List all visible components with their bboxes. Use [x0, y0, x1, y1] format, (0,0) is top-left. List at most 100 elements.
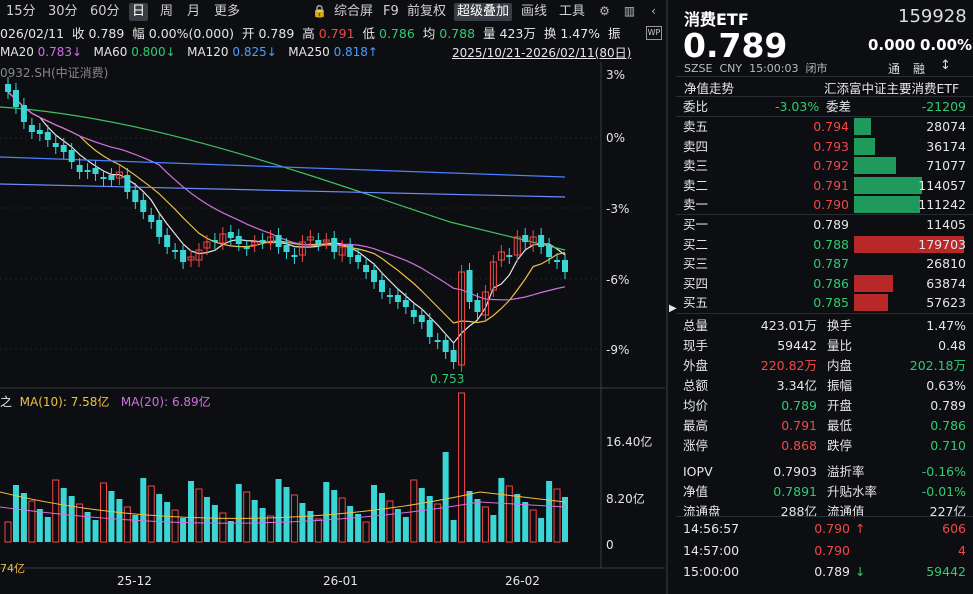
period-more[interactable]: 更多: [214, 4, 241, 19]
buy-level-2-price: 0.788: [813, 236, 849, 252]
tools-button[interactable]: 工具: [559, 4, 586, 19]
ma120-line: [0, 156, 566, 178]
candle-body: [538, 235, 545, 247]
tick-time: 15:00:00: [683, 564, 740, 579]
chevron-left-icon[interactable]: ‹: [651, 4, 656, 18]
candle-body: [466, 270, 473, 302]
buy-level-3-row[interactable]: 买三 0.787 26810: [683, 254, 968, 273]
amp-value: 0.00%(0.000): [148, 26, 235, 41]
sell-level-1-row[interactable]: 卖一 0.790 111242: [683, 195, 968, 214]
tick-volume: 59442: [926, 564, 966, 579]
sell-level-2-row[interactable]: 卖二 0.791 114057: [683, 176, 968, 195]
volume-bar: [123, 506, 131, 543]
buy-level-1-volume: 11405: [926, 217, 966, 232]
vol-ma20-line: [0, 501, 566, 524]
collapse-arrow-icon[interactable]: ▶: [669, 303, 677, 314]
x-tick-feb: 26-02: [505, 574, 540, 588]
amp-label: 幅: [132, 26, 145, 41]
candle-body: [347, 245, 354, 257]
candle-body: [529, 236, 537, 246]
buy-level-1-row[interactable]: 买一 0.789 11405: [683, 215, 968, 234]
stat-value: 0.710: [930, 438, 966, 453]
buy-level-5-volume-bar: [854, 294, 889, 311]
volume-bar: [227, 521, 234, 542]
period-week[interactable]: 周: [160, 4, 174, 19]
candle-body: [156, 220, 163, 237]
forward-adjust-button[interactable]: 前复权: [407, 4, 447, 19]
period-month[interactable]: 月: [187, 4, 201, 19]
expand-icon[interactable]: ↕: [940, 58, 951, 73]
sep-1: [676, 76, 973, 77]
gear-icon[interactable]: ⚙: [599, 4, 610, 18]
sep-5: [676, 313, 973, 314]
vol-axis-top: 16.40亿: [606, 435, 653, 449]
stat-row: 均价 0.789 开盘 0.789: [683, 396, 968, 415]
volume-bar: [498, 478, 505, 542]
f9-button[interactable]: F9: [383, 4, 399, 19]
layout-icon[interactable]: ▥: [623, 4, 636, 18]
period-60m[interactable]: 60分: [90, 4, 120, 19]
buy-level-2-row[interactable]: 买二 0.788 179703: [683, 235, 968, 254]
volume-bar: [450, 520, 457, 542]
close-value: 0.789: [88, 26, 125, 41]
sell-level-3-volume-bar: [854, 157, 896, 174]
candle-body: [522, 235, 529, 242]
buy-level-5-row[interactable]: 买五 0.785 57623: [683, 293, 968, 312]
amplitude-label: 振: [607, 26, 621, 41]
sep-6: [676, 516, 973, 517]
period-15m[interactable]: 15分: [6, 4, 36, 19]
sell-level-3-volume: 71077: [926, 158, 966, 173]
candle-body: [52, 143, 59, 147]
date-range[interactable]: 2025/10/21-2026/02/11(80日): [452, 46, 632, 60]
draw-line-button[interactable]: 画线: [521, 4, 548, 19]
candle-body: [546, 245, 553, 257]
tong-icon[interactable]: 通: [888, 62, 901, 76]
wc-label: 委差: [826, 99, 852, 114]
sell-level-3-row[interactable]: 卖三 0.792 71077: [683, 156, 968, 175]
volume-bar: [426, 496, 433, 542]
stat-label: 换手: [827, 318, 853, 333]
vol-label: 量: [483, 26, 496, 41]
composite-screen-button[interactable]: 综合屏: [334, 4, 374, 19]
tick-time: 14:56:57: [683, 521, 740, 536]
axis-tick-3pct: 3%: [606, 68, 626, 82]
period-30m[interactable]: 30分: [48, 4, 78, 19]
stat-value: 227亿: [929, 504, 966, 519]
stat-row: 外盘 220.82万 内盘 202.18万: [683, 356, 968, 375]
axis-tick-minus9pct: -9%: [606, 343, 630, 357]
volume-bar: [538, 518, 545, 542]
lock-icon[interactable]: 🔒: [312, 4, 327, 18]
candle-body: [148, 215, 155, 222]
candle-body: [28, 125, 35, 132]
volume-bar: [514, 494, 521, 542]
stat-label: 量比: [827, 338, 853, 353]
volume-bar: [347, 506, 354, 542]
nav-trend-tab[interactable]: 净值走势: [684, 81, 735, 96]
volume-legend: 之 MA(10): 7.58亿 MA(20): 6.89亿: [0, 393, 211, 410]
stat-label: 内盘: [827, 358, 853, 373]
candle-body: [426, 320, 433, 337]
volume-bar: [474, 499, 481, 542]
volume-bar: [108, 491, 115, 542]
period-day[interactable]: 日: [129, 3, 149, 21]
sell-level-5-row[interactable]: 卖五 0.794 28074: [683, 117, 968, 136]
sell-level-4-label: 卖四: [683, 138, 709, 154]
ma20-line: [7, 91, 566, 301]
stat-value: 1.47%: [926, 318, 966, 333]
volume-bar: [331, 490, 338, 542]
candle-body: [20, 105, 27, 122]
candle-body: [298, 241, 306, 256]
candle-body: [481, 291, 489, 316]
arrow-down-icon: ↓: [855, 564, 866, 579]
super-overlay-button[interactable]: 超级叠加: [454, 3, 513, 21]
chart-toolbar: 15分 30分 60分 日 周 月 更多 🔒 综合屏 F9 前复权 超级叠加 画…: [0, 0, 665, 24]
buy-level-4-label: 买四: [683, 275, 709, 291]
axis-tick-0pct: 0%: [606, 131, 626, 145]
wp-icon[interactable]: WP: [646, 26, 662, 40]
rong-icon[interactable]: 融: [913, 62, 926, 76]
sell-level-4-volume: 36174: [926, 138, 966, 154]
buy-level-4-row[interactable]: 买四 0.786 63874: [683, 274, 968, 293]
kline-chart[interactable]: [0, 62, 665, 594]
sell-level-4-row[interactable]: 卖四 0.793 36174: [683, 137, 968, 156]
currency: CNY: [719, 62, 743, 75]
